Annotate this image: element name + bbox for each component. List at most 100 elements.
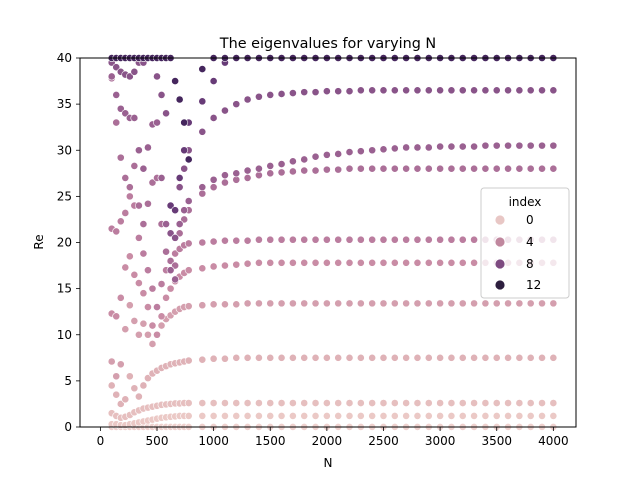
- data-point-index-8: [356, 147, 365, 156]
- data-point-index-7: [130, 162, 139, 170]
- data-point-index-7: [175, 229, 184, 238]
- data-point-index-11: [198, 97, 207, 106]
- data-point-index-7: [171, 261, 180, 270]
- data-point-index-5: [424, 258, 433, 267]
- data-point-index-1: [184, 412, 193, 420]
- x-tick-label: 1000: [198, 434, 229, 448]
- data-point-index-5: [125, 252, 134, 261]
- data-point-index-7: [515, 164, 524, 173]
- x-tick-label: 3000: [425, 434, 456, 448]
- data-point-index-5: [379, 258, 388, 267]
- data-point-index-9: [390, 86, 399, 95]
- data-point-index-7: [379, 164, 388, 173]
- data-point-index-2: [277, 399, 286, 407]
- data-point-index-5: [166, 284, 175, 293]
- data-point-index-9: [447, 86, 456, 95]
- data-point-index-9: [424, 86, 433, 95]
- data-point-index-1: [368, 412, 377, 420]
- data-point-index-8: [255, 164, 263, 173]
- x-tick-label: 2500: [368, 434, 399, 448]
- data-point-index-3: [402, 353, 411, 362]
- data-point-index-8: [470, 142, 478, 151]
- data-point-index-2: [311, 399, 320, 407]
- data-point-index-7: [447, 164, 456, 173]
- data-point-index-7: [277, 168, 286, 177]
- data-point-index-4: [458, 299, 467, 308]
- data-point-index-1: [243, 412, 252, 420]
- data-point-index-8: [447, 142, 456, 151]
- data-point-index-8: [209, 175, 218, 184]
- data-point-index-7: [300, 166, 309, 175]
- data-point-index-2: [300, 399, 309, 407]
- data-point-index-5: [157, 312, 166, 321]
- data-point-index-2: [198, 399, 207, 407]
- data-point-index-5: [184, 266, 193, 275]
- data-point-index-4: [538, 299, 546, 308]
- data-point-index-4: [209, 300, 218, 309]
- data-point-index-11: [180, 146, 189, 155]
- data-point-index-8: [481, 141, 490, 150]
- data-point-index-4: [116, 360, 125, 369]
- data-point-index-5: [470, 258, 478, 267]
- data-point-index-5: [134, 279, 143, 287]
- data-point-index-4: [526, 299, 535, 308]
- data-point-index-2: [481, 399, 490, 407]
- data-point-index-4: [198, 301, 207, 310]
- data-point-index-5: [311, 258, 320, 267]
- data-point-index-9: [300, 88, 309, 97]
- data-point-index-8: [288, 157, 297, 166]
- x-tick-label: 500: [146, 434, 169, 448]
- data-point-index-9: [112, 63, 121, 72]
- data-point-index-4: [157, 321, 166, 330]
- data-point-index-9: [436, 86, 445, 95]
- data-point-index-6: [334, 235, 343, 244]
- data-point-index-4: [221, 300, 229, 309]
- data-point-index-9: [413, 86, 422, 95]
- data-point-index-8: [538, 141, 546, 150]
- data-point-index-11: [171, 206, 180, 215]
- data-point-index-9: [255, 92, 263, 101]
- data-point-index-8: [232, 169, 241, 178]
- data-point-index-6: [470, 235, 478, 244]
- data-point-index-3: [549, 353, 558, 362]
- legend-label-4: 4: [526, 235, 534, 249]
- data-point-index-2: [221, 399, 229, 407]
- data-point-index-6: [209, 237, 218, 246]
- x-tick-label: 3500: [481, 434, 512, 448]
- data-point-index-4: [184, 302, 193, 311]
- data-point-index-8: [379, 145, 388, 154]
- data-point-index-8: [549, 141, 558, 150]
- data-point-index-5: [148, 321, 157, 330]
- data-point-index-2: [492, 399, 501, 407]
- data-point-index-9: [232, 100, 241, 109]
- data-point-index-7: [112, 118, 121, 127]
- data-point-index-9: [243, 95, 252, 104]
- legend-box: [480, 187, 570, 299]
- data-point-index-9: [171, 233, 180, 242]
- data-point-index-13: [184, 155, 193, 164]
- data-point-index-2: [356, 399, 365, 407]
- y-tick-label: 40: [57, 51, 72, 65]
- data-point-index-5: [144, 303, 152, 311]
- data-point-index-4: [334, 299, 343, 308]
- data-point-index-1: [549, 412, 558, 420]
- data-point-index-6: [390, 235, 399, 244]
- data-point-index-1: [209, 412, 218, 420]
- y-tick-label: 25: [57, 189, 72, 203]
- data-point-index-3: [436, 353, 445, 362]
- data-point-index-1: [492, 412, 501, 420]
- data-point-index-9: [175, 183, 184, 192]
- data-point-index-3: [184, 356, 193, 365]
- data-point-index-9: [334, 87, 343, 96]
- data-point-index-8: [139, 164, 148, 173]
- y-tick-label: 20: [57, 236, 72, 250]
- data-point-index-7: [345, 164, 354, 173]
- data-point-index-2: [368, 399, 377, 407]
- data-point-index-13: [171, 77, 180, 85]
- data-point-index-3: [198, 355, 207, 364]
- data-point-index-7: [402, 164, 411, 173]
- data-point-index-11: [175, 174, 184, 182]
- data-point-index-8: [116, 104, 125, 113]
- data-point-index-6: [413, 235, 422, 244]
- data-point-index-2: [424, 399, 433, 407]
